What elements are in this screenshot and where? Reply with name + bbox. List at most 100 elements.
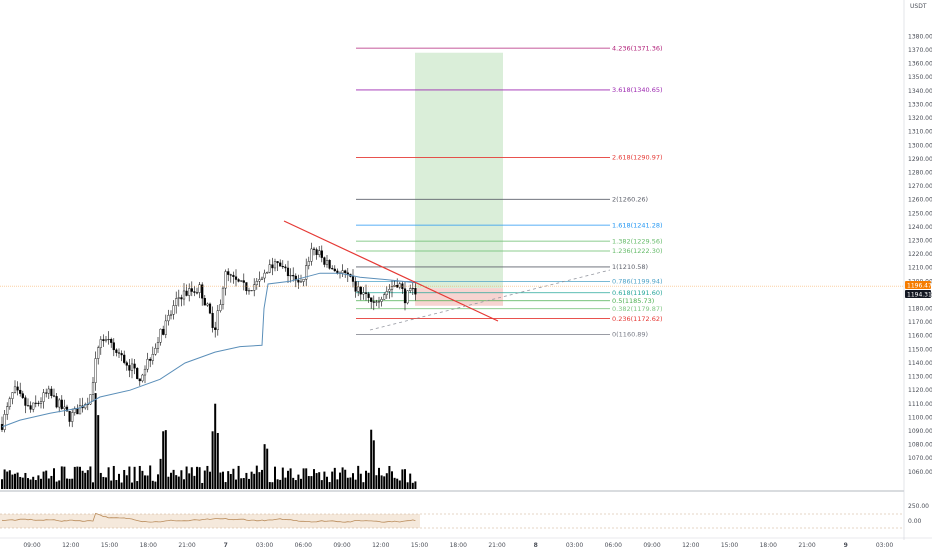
x-tick-1: 12:00 <box>62 542 79 549</box>
volume-bar-22 <box>58 480 61 489</box>
volume-bar-92 <box>240 478 243 489</box>
volume-bar-155 <box>404 469 406 489</box>
volume-bar-67 <box>175 475 178 489</box>
fib-label-8: 0.786(1199.94) <box>612 278 663 286</box>
candle-body-21 <box>55 396 58 408</box>
candle-body-59 <box>154 348 157 355</box>
volume-bar-56 <box>146 475 149 489</box>
candle-body-7 <box>19 389 22 394</box>
volume-bar-42 <box>110 480 113 489</box>
candle-body-18 <box>47 388 50 394</box>
volume-bar-70 <box>183 479 185 489</box>
candle-body-55 <box>143 368 147 376</box>
volume-bar-154 <box>401 469 404 489</box>
volume-bar-11 <box>29 479 32 489</box>
target-zone[interactable] <box>415 52 503 289</box>
volume-bar-141 <box>367 472 370 489</box>
candle-body-146 <box>380 299 383 302</box>
candle-body-136 <box>354 281 357 292</box>
volume-bar-76 <box>198 467 201 489</box>
candle-body-149 <box>388 289 391 292</box>
candle-body-12 <box>32 402 35 410</box>
candle-body-13 <box>34 402 37 404</box>
volume-bar-50 <box>131 482 133 489</box>
volume-bar-55 <box>144 475 146 489</box>
candle-body-63 <box>164 320 167 335</box>
volume-bar-20 <box>53 468 55 489</box>
candle-body-14 <box>37 402 40 404</box>
candle-body-106 <box>276 261 279 264</box>
volume-bar-33 <box>86 470 89 489</box>
candle-body-124 <box>323 257 326 265</box>
candle-body-128 <box>333 268 336 272</box>
fib-label-11: 0.382(1179.87) <box>612 305 663 313</box>
volume-bar-3 <box>8 470 11 489</box>
candle-body-53 <box>138 378 141 382</box>
volume-bar-140 <box>365 470 367 489</box>
candle-body-105 <box>273 261 277 269</box>
volume-bar-16 <box>42 471 45 489</box>
volume-bar-26 <box>68 478 71 489</box>
candle-body-117 <box>305 265 308 280</box>
candle-body-84 <box>219 304 222 311</box>
candle-body-51 <box>133 363 136 369</box>
fib-label-4: 1.618(1241.28) <box>612 221 663 229</box>
candle-body-70 <box>182 290 186 300</box>
candle-body-111 <box>289 275 292 277</box>
volume-bar-128 <box>333 467 336 489</box>
volume-bar-53 <box>138 465 141 489</box>
candle-body-155 <box>403 288 407 304</box>
candle-body-115 <box>299 281 303 283</box>
countdown-price-tag <box>905 290 931 298</box>
countdown-price-text: 1194.31 <box>907 292 932 299</box>
volume-bar-114 <box>297 474 300 489</box>
volume-bar-69 <box>180 470 183 489</box>
candle-body-2 <box>6 406 9 415</box>
trend-line[interactable] <box>283 220 499 322</box>
y-tick-1110: 1110.00 <box>908 401 932 408</box>
candle-body-67 <box>175 298 178 306</box>
volume-bar-60 <box>157 474 159 489</box>
x-tick-19: 18:00 <box>760 542 777 549</box>
volume-bar-38 <box>99 472 102 489</box>
volume-bar-39 <box>102 476 105 489</box>
candle-body-157 <box>409 288 412 292</box>
volume-bar-91 <box>237 465 240 489</box>
volume-bar-124 <box>323 471 326 489</box>
candle-body-108 <box>281 266 284 268</box>
candle-body-92 <box>240 280 243 282</box>
volume-bar-156 <box>406 482 409 489</box>
fibonacci-extension[interactable]: 4.236(1371.36) 3.618(1340.65) 2.618(1290.9… <box>356 44 663 339</box>
volume-bar-4 <box>11 474 14 489</box>
candlestick-series <box>0 242 417 433</box>
volume-bar-64 <box>167 476 170 489</box>
volume-bar-148 <box>385 473 388 489</box>
candle-body-132 <box>344 270 347 273</box>
time-axis[interactable]: 09:00 12:00 15:00 18:00 21:00 7 03:00 06:00 09:0… <box>23 542 893 549</box>
candle-body-153 <box>398 283 401 288</box>
candle-body-95 <box>247 290 251 292</box>
dashed-trend-line[interactable] <box>369 269 611 331</box>
candle-body-137 <box>357 286 360 292</box>
candle-body-26 <box>68 410 71 422</box>
y-tick-1090: 1090.00 <box>908 428 932 435</box>
candle-body-141 <box>367 293 370 298</box>
x-tick-21: 9 <box>844 542 848 549</box>
x-tick-4: 21:00 <box>178 542 195 549</box>
y-tick-1130: 1130.00 <box>908 374 932 381</box>
volume-bar-135 <box>352 473 354 489</box>
x-tick-8: 09:00 <box>333 542 350 549</box>
volume-bar-40 <box>105 477 107 489</box>
fib-label-6: 1.236(1222.30) <box>612 247 663 255</box>
candle-body-102 <box>266 271 269 274</box>
candle-body-138 <box>359 286 362 295</box>
candle-body-66 <box>172 305 175 315</box>
y-tick-1220: 1220.00 <box>908 251 932 258</box>
volume-bar-44 <box>115 480 118 489</box>
osc-tick-0: 0.00 <box>908 518 922 525</box>
volume-bar-143 <box>372 440 375 489</box>
volume-bar-100 <box>261 469 263 489</box>
y-tick-1100: 1100.00 <box>908 414 932 421</box>
candle-body-109 <box>284 266 287 269</box>
